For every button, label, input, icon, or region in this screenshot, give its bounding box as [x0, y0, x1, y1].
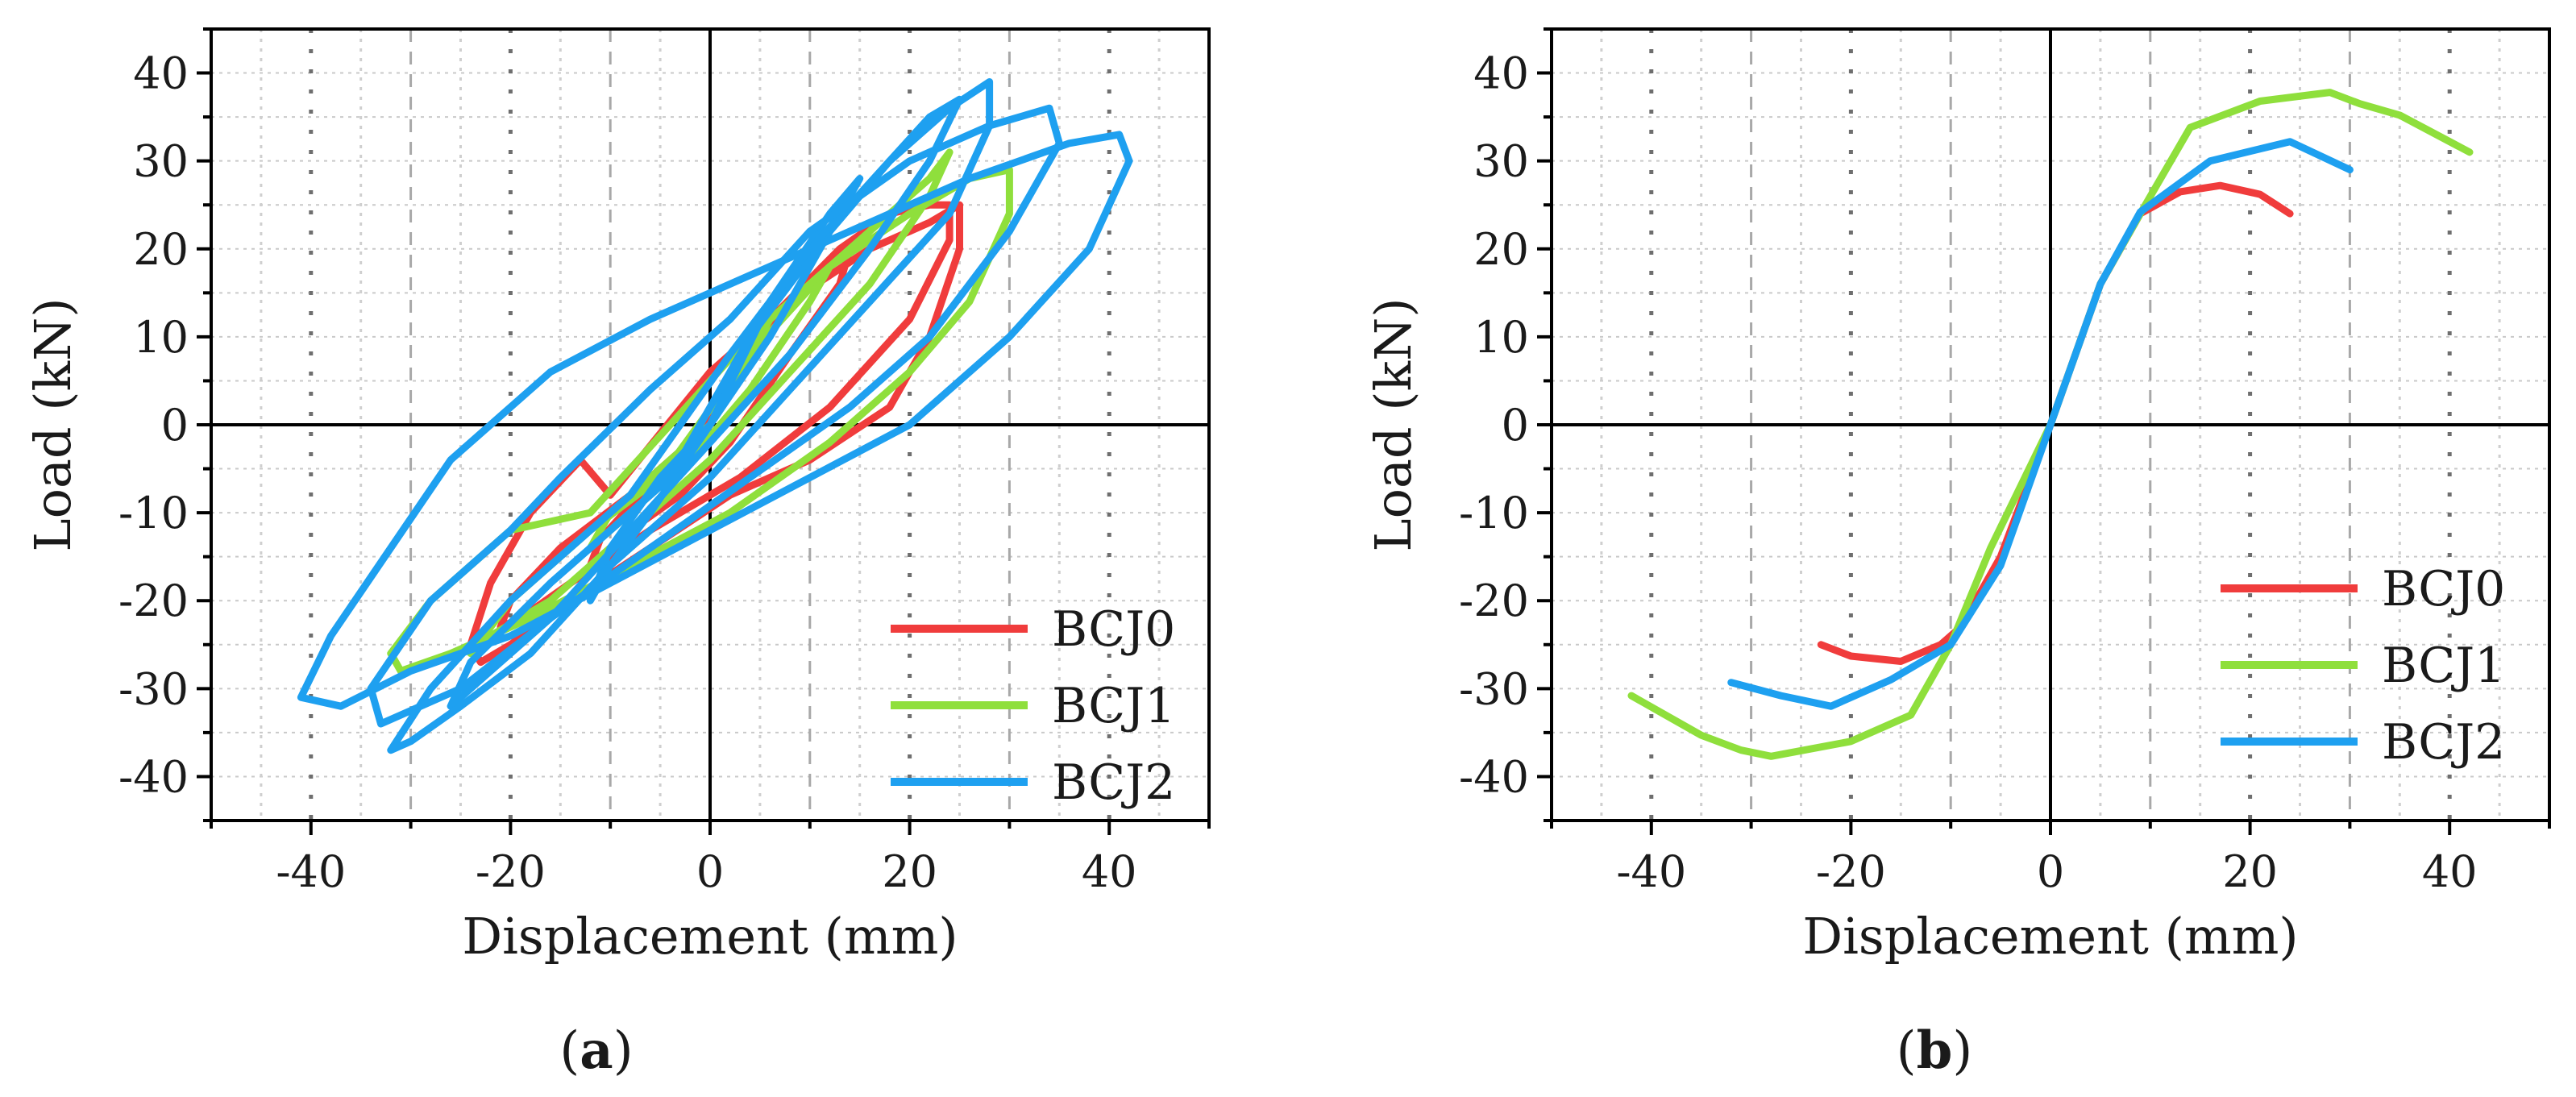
chart-b: -40 -30 -20 -10 0 10 20 30 40 -40 -20 0 20 40 Displace… [1364, 27, 2551, 1081]
chart-a: -40 -30 -20 -10 0 10 20 30 40 -40 -20 0 20 40 Displace… [23, 27, 1211, 1081]
y-tick-label: 20 [1473, 224, 1529, 275]
x-tick-label: 40 [1082, 846, 1137, 897]
y-tick-label: -20 [118, 576, 189, 626]
legend-label-bcj0: BCJ0 [2382, 561, 2505, 617]
hysteresis-loop-bcj2 [297, 131, 1133, 710]
legend: BCJ0 BCJ1 BCJ2 [2221, 561, 2505, 771]
x-tick-label: 40 [2422, 846, 2478, 897]
y-axis-label: Load (kN) [1364, 297, 1423, 551]
x-tick-label: 20 [2222, 846, 2278, 897]
y-tick-label: 40 [133, 48, 189, 99]
y-tick-label: -20 [1459, 576, 1529, 626]
y-tick-label: -30 [1459, 663, 1529, 714]
panel-caption: (b) [1897, 1020, 1973, 1081]
x-tick-label: 0 [2037, 846, 2064, 897]
x-tick-label: -40 [276, 846, 346, 897]
y-tick-label: 10 [1473, 312, 1529, 363]
series-bcj2 [297, 78, 1133, 754]
y-tick-label: 10 [133, 312, 189, 363]
legend: BCJ0 BCJ1 BCJ2 [891, 601, 1175, 811]
legend-label-bcj0: BCJ0 [1052, 601, 1175, 658]
series-bcj2 [1727, 138, 2354, 710]
y-tick-label: -40 [1459, 751, 1529, 802]
hysteresis-loop-bcj2 [387, 78, 994, 754]
hysteresis-loop-bcj2 [367, 104, 1063, 728]
x-axis-label: Displacement (mm) [462, 907, 958, 966]
y-tick-label: 30 [1473, 136, 1529, 187]
grid [211, 28, 1209, 821]
y-tick-label: 0 [1502, 400, 1529, 451]
y-tick-label: -10 [1459, 488, 1529, 538]
y-tick-label: 30 [133, 136, 189, 187]
y-tick-label: -30 [118, 663, 189, 714]
y-tick-label: 40 [1473, 48, 1529, 99]
x-tick-label: 20 [882, 846, 937, 897]
legend-label-bcj2: BCJ2 [2382, 714, 2505, 771]
y-tick-label: 20 [133, 224, 189, 275]
y-tick-label: 0 [161, 400, 189, 451]
x-tick-label: -20 [476, 846, 546, 897]
y-tick-label: -40 [118, 751, 189, 802]
x-axis-label: Displacement (mm) [1802, 907, 2298, 966]
plot-area [297, 78, 1133, 754]
x-tick-label: 0 [696, 846, 724, 897]
legend-label-bcj2: BCJ2 [1052, 754, 1175, 811]
legend-label-bcj1: BCJ1 [2382, 638, 2505, 694]
legend-label-bcj1: BCJ1 [1052, 678, 1175, 734]
y-axis-label: Load (kN) [23, 297, 82, 551]
hysteresis-loop-bcj0 [467, 201, 963, 667]
skeleton-curve-bcj2 [1727, 138, 2354, 710]
x-tick-label: -40 [1616, 846, 1686, 897]
y-tick-label: -10 [118, 488, 189, 538]
x-tick-label: -20 [1816, 846, 1886, 897]
panel-caption: (a) [559, 1020, 633, 1081]
plot-area [1627, 89, 2474, 760]
